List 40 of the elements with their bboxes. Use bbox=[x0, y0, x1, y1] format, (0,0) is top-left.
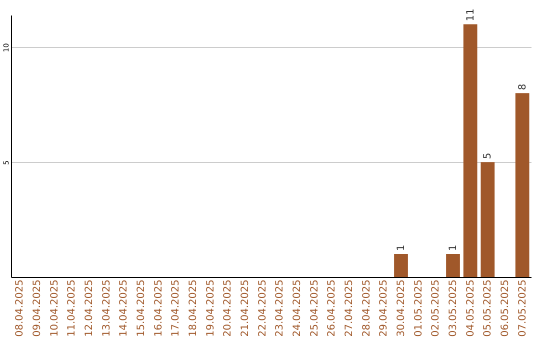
bar bbox=[515, 93, 530, 277]
x-tick-label: 06.05.2025 bbox=[500, 280, 511, 337]
x-tick-label: 03.05.2025 bbox=[448, 280, 459, 337]
x-tick-label: 30.04.2025 bbox=[396, 280, 407, 337]
x-tick-label: 28.04.2025 bbox=[361, 280, 372, 337]
x-tick-label: 09.04.2025 bbox=[32, 280, 43, 337]
x-tick-label: 01.05.2025 bbox=[413, 280, 424, 337]
x-tick-label: 02.05.2025 bbox=[430, 280, 442, 337]
x-tick-label: 22.04.2025 bbox=[257, 280, 268, 337]
x-tick-label: 12.04.2025 bbox=[84, 280, 95, 337]
x-tick-label: 26.04.2025 bbox=[326, 280, 338, 337]
x-tick-label: 11.04.2025 bbox=[66, 280, 78, 337]
x-tick-label: 18.04.2025 bbox=[188, 280, 199, 337]
x-tick-label: 16.04.2025 bbox=[153, 280, 164, 337]
x-tick-label: 27.04.2025 bbox=[344, 280, 355, 337]
data-label: 1 bbox=[448, 244, 459, 252]
x-tick-label: 25.04.2025 bbox=[309, 280, 320, 337]
x-tick-label: 29.04.2025 bbox=[378, 280, 390, 337]
x-tick-label: 19.04.2025 bbox=[205, 280, 216, 337]
x-tick-label: 13.04.2025 bbox=[101, 280, 112, 337]
bar bbox=[480, 162, 495, 277]
x-tick-label: 23.04.2025 bbox=[274, 280, 286, 337]
x-tick-label: 15.04.2025 bbox=[136, 280, 147, 337]
x-tick-label: 17.04.2025 bbox=[170, 280, 182, 337]
bar bbox=[446, 254, 460, 277]
x-tick-label: 24.04.2025 bbox=[292, 280, 303, 337]
data-label: 1 bbox=[396, 244, 407, 252]
bar bbox=[394, 254, 408, 277]
x-tick-label: 07.05.2025 bbox=[517, 280, 528, 337]
x-tick-label: 04.05.2025 bbox=[465, 280, 476, 337]
data-label: 11 bbox=[465, 8, 476, 22]
x-tick-label: 21.04.2025 bbox=[240, 280, 251, 337]
x-tick-label: 14.04.2025 bbox=[118, 280, 130, 337]
x-tick-label: 20.04.2025 bbox=[222, 280, 234, 337]
x-tick-label: 05.05.2025 bbox=[482, 280, 494, 337]
data-label: 5 bbox=[482, 152, 494, 160]
x-tick-label: 08.04.2025 bbox=[14, 280, 26, 337]
data-label: 8 bbox=[517, 84, 528, 90]
x-tick-label: 10.04.2025 bbox=[49, 280, 60, 337]
bar bbox=[463, 24, 478, 277]
